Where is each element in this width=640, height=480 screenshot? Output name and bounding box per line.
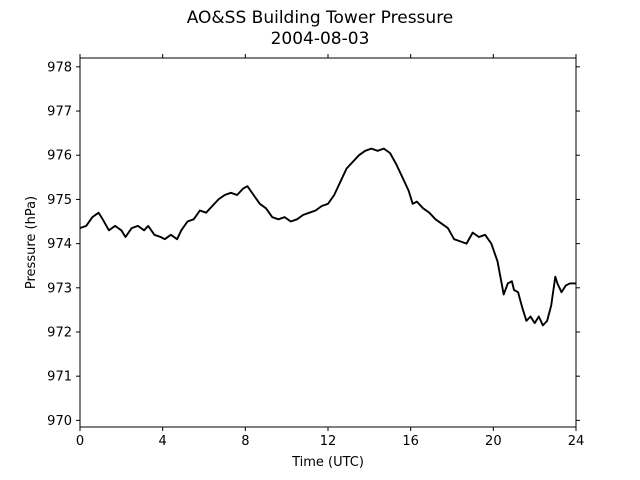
axes-frame (79, 57, 577, 428)
ticks-layer: 0 4 8 12 16 20 24 970 971 972 973 974 975 976 977 978 (47, 54, 584, 449)
y-tick-label: 973 (47, 281, 72, 296)
x-tick-label: 16 (402, 434, 419, 449)
x-tick-label: 20 (485, 434, 502, 449)
x-tick-label: 12 (320, 434, 337, 449)
y-tick-label: 971 (47, 370, 72, 385)
y-tick-label: 970 (47, 414, 72, 429)
y-axis-label: Pressure (hPa) (24, 196, 39, 289)
y-tick-label: 977 (47, 105, 72, 120)
y-tick-label: 974 (47, 237, 72, 252)
x-tick-label: 4 (159, 434, 167, 449)
pressure-series-line (79, 147, 576, 327)
x-tick-label: 8 (241, 434, 249, 449)
y-tick-label: 976 (47, 149, 72, 164)
y-tick-label: 975 (47, 193, 72, 208)
x-tick-label: 24 (568, 434, 585, 449)
chart-subtitle: 2004-08-03 (270, 29, 370, 49)
x-tick-label: 0 (76, 434, 84, 449)
chart-title: AO&SS Building Tower Pressure (186, 8, 454, 28)
y-tick-label: 978 (47, 60, 72, 75)
y-tick-label: 972 (47, 325, 72, 340)
x-axis-label: Time (UTC) (291, 455, 364, 470)
